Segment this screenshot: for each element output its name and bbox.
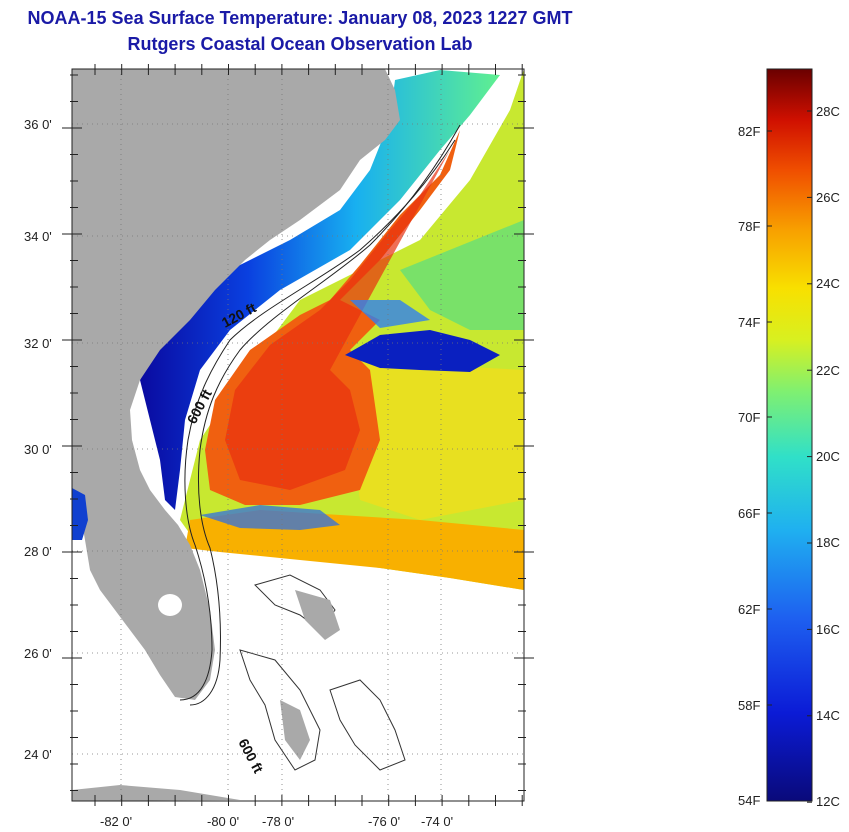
cuba-coast	[72, 785, 240, 801]
lon-label: -82 0'	[100, 814, 132, 829]
colorbar-f-labels: 82F 78F 74F 70F 66F 62F 58F 54F	[738, 124, 760, 808]
axis-ticks	[62, 64, 534, 806]
colorbar-c-label: 28C	[816, 104, 840, 119]
map-title: NOAA-15 Sea Surface Temperature: January…	[27, 8, 573, 28]
sst-south-blue	[200, 505, 340, 530]
sst-shelf-band	[140, 70, 500, 510]
sst-field-yellow	[340, 360, 524, 520]
colorbar-f-label: 74F	[738, 315, 760, 330]
colorbar-c-labels: 28C 26C 24C 22C 20C 18C 16C 14C 12C	[816, 104, 840, 809]
lat-label: 26 0'	[24, 646, 52, 661]
colorbar-f-label: 62F	[738, 602, 760, 617]
lon-label: -74 0'	[421, 814, 453, 829]
map-subtitle: Rutgers Coastal Ocean Observation Lab	[127, 34, 473, 54]
colorbar	[766, 68, 813, 802]
lat-label: 36 0'	[24, 117, 52, 132]
lat-label: 34 0'	[24, 229, 52, 244]
land-us-southeast	[72, 69, 400, 700]
bahamas-andros	[239, 649, 321, 771]
bahamas-andros-land	[280, 700, 310, 760]
bahamas-exuma	[329, 679, 406, 771]
lon-label: -76 0'	[368, 814, 400, 829]
colorbar-f-label: 66F	[738, 506, 760, 521]
lon-label: -78 0'	[262, 814, 294, 829]
sst-field-green	[400, 220, 524, 330]
colorbar-c-label: 14C	[816, 708, 840, 723]
lat-label: 32 0'	[24, 336, 52, 351]
colorbar-c-label: 16C	[816, 622, 840, 637]
colorbar-c-label: 12C	[816, 794, 840, 809]
sst-cold-eddy	[345, 330, 500, 372]
colorbar-f-label: 78F	[738, 219, 760, 234]
colorbar-c-label: 24C	[816, 276, 840, 291]
colorbar-f-label: 58F	[738, 698, 760, 713]
lat-label: 24 0'	[24, 747, 52, 762]
sst-south-band	[185, 510, 524, 590]
map-frame	[71, 68, 525, 802]
lake-okeechobee	[158, 594, 182, 616]
latitude-labels: 36 0' 34 0' 32 0' 30 0' 28 0' 26 0' 24 0…	[24, 117, 52, 762]
lat-label: 30 0'	[24, 442, 52, 457]
sst-gulf-stream-core	[225, 150, 450, 490]
longitude-labels: -82 0' -80 0' -78 0' -76 0' -74 0'	[100, 814, 453, 829]
lat-label: 28 0'	[24, 544, 52, 559]
colorbar-c-label: 22C	[816, 363, 840, 378]
isobath-600ft	[189, 124, 461, 706]
lon-label: -80 0'	[207, 814, 239, 829]
colorbar-f-label: 70F	[738, 410, 760, 425]
isobath-120ft	[179, 139, 456, 701]
colorbar-c-label: 20C	[816, 449, 840, 464]
colorbar-c-label: 18C	[816, 535, 840, 550]
sst-cold-patch	[350, 300, 430, 328]
colorbar-ticks	[767, 110, 812, 803]
colorbar-c-label: 26C	[816, 190, 840, 205]
graticule	[72, 69, 524, 801]
bahamas-abaco	[295, 590, 340, 640]
gulf-coastal-water	[72, 488, 88, 540]
colorbar-f-label: 82F	[738, 124, 760, 139]
colorbar-f-label: 54F	[738, 793, 760, 808]
